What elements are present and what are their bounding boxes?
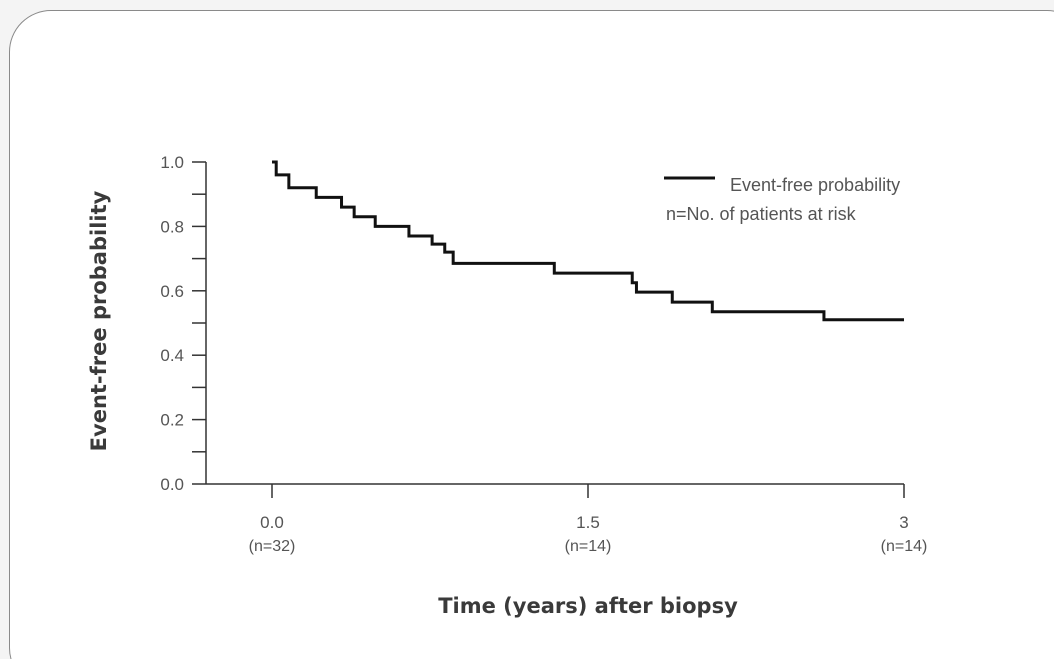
y-tick-label: 0.0 [160, 475, 184, 494]
axes: 0.0 0.2 0.4 0.6 0.8 1.0 0.0 (n=32) 1.5 (n=14) 3 (n… [160, 153, 927, 555]
x-tick-label: 3 [899, 513, 908, 532]
x-tick-label: 0.0 [260, 513, 284, 532]
x-tick-sublabel: (n=14) [565, 538, 612, 555]
y-tick-label: 0.2 [160, 411, 184, 430]
x-axis-title: Time (years) after biopsy [438, 594, 738, 618]
x-tick-sublabel: (n=32) [249, 538, 296, 555]
x-tick-sublabel: (n=14) [881, 538, 928, 555]
legend-note: n=No. of patients at risk [666, 204, 857, 224]
x-ticks: 0.0 (n=32) 1.5 (n=14) 3 (n=14) [249, 484, 928, 555]
y-axis-title: Event-free probability [87, 190, 111, 451]
y-tick-label: 1.0 [160, 153, 184, 172]
legend-series-label: Event-free probability [730, 175, 900, 195]
legend: Event-free probability n=No. of patients… [664, 175, 900, 224]
series-line [272, 160, 904, 322]
chart-frame [9, 10, 1054, 659]
y-tick-label: 0.8 [160, 217, 184, 236]
x-tick-label: 1.5 [576, 513, 600, 532]
y-tick-label: 0.6 [160, 282, 184, 301]
y-ticks: 0.0 0.2 0.4 0.6 0.8 1.0 [160, 153, 206, 494]
y-tick-label: 0.4 [160, 346, 184, 365]
